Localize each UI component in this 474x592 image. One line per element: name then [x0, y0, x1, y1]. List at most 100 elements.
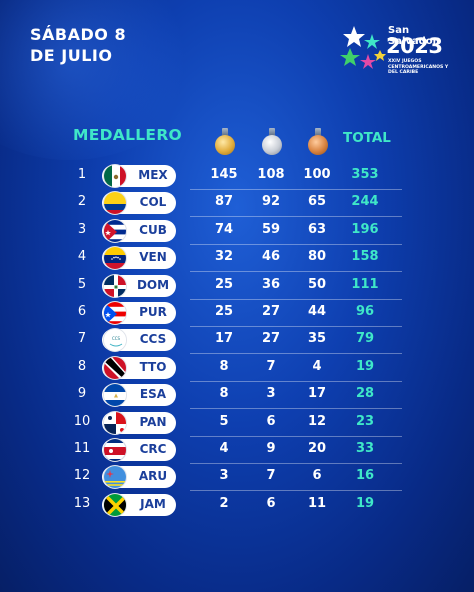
silver-count: 36 — [261, 276, 281, 292]
table-row: 1 MEX 145 108 100 353 — [0, 164, 474, 192]
rank-number: 1 — [77, 167, 87, 182]
country-code: CRC — [139, 442, 167, 456]
total-count: 111 — [351, 276, 379, 292]
country-code: PAN — [139, 414, 167, 429]
games-logo: San Salvador 2023 XXIV JUEGOS CENTROAMER… — [340, 24, 452, 80]
total-header: TOTAL — [343, 130, 391, 146]
gold-count: 4 — [219, 441, 229, 456]
logo-city: San Salvador — [388, 25, 438, 47]
country-code: TTO — [139, 359, 167, 374]
total-count: 353 — [351, 167, 379, 182]
country-code: JAM — [140, 496, 166, 511]
rank-number: 7 — [77, 331, 87, 347]
flag-cub-icon — [103, 218, 127, 243]
gold-count: 3 — [219, 468, 229, 484]
table-title: MEDALLERO — [73, 126, 183, 144]
total-count: 79 — [355, 331, 375, 347]
country-code: MEX — [138, 168, 168, 182]
total-count: 158 — [351, 249, 379, 265]
bronze-count: 4 — [312, 358, 322, 374]
bronze-count: 44 — [307, 304, 327, 319]
row-divider — [190, 353, 402, 355]
row-divider — [190, 463, 402, 464]
table-row: 11 CRC 4 9 20 33 — [0, 438, 474, 466]
silver-count: 6 — [266, 413, 276, 429]
table-row: 3 CUB 74 59 63 196 — [0, 218, 474, 247]
gold-count: 2 — [219, 495, 229, 511]
gold-count: 87 — [214, 194, 234, 210]
country-code: DOM — [136, 277, 170, 292]
rank-number: 2 — [77, 194, 87, 210]
total-count: 196 — [351, 221, 379, 237]
flag-crc-icon — [103, 438, 127, 462]
country-code: CCS — [139, 332, 167, 347]
stars-icon — [340, 26, 386, 69]
flag-pan-icon — [103, 410, 127, 435]
silver-count: 92 — [261, 194, 281, 210]
flag-ccs-icon: CCS — [103, 328, 127, 353]
logo-year: 2023 — [386, 34, 443, 58]
gold-count: 32 — [214, 249, 234, 265]
rank-number: 9 — [77, 386, 87, 402]
table-row: 7 CCS CCS 17 27 35 79 — [0, 328, 474, 356]
logo-subtitle: XXIV JUEGOS CENTROAMERICANOS Y DEL CARIB… — [388, 59, 449, 76]
gold-count: 145 — [210, 167, 238, 182]
rank-number: 4 — [77, 249, 87, 265]
table-row: 6 PUR 25 27 44 96 — [0, 301, 474, 329]
table-row: 2 COL 87 92 65 244 — [0, 191, 474, 219]
table-row: 5 DOM 25 36 50 111 — [0, 273, 474, 302]
rank-number: 6 — [77, 304, 87, 319]
silver-count: 7 — [266, 358, 276, 374]
bronze-medal-icon — [307, 128, 329, 158]
country-code: PUR — [139, 305, 167, 319]
bronze-count: 65 — [307, 194, 327, 210]
silver-count: 27 — [261, 331, 281, 347]
bronze-count: 35 — [307, 331, 327, 347]
total-count: 16 — [355, 468, 375, 484]
flag-esa-icon — [103, 383, 127, 408]
silver-count: 27 — [261, 304, 281, 319]
gold-count: 8 — [219, 358, 229, 374]
silver-count: 108 — [257, 167, 285, 182]
bronze-count: 12 — [307, 413, 327, 429]
country-code: ESA — [139, 387, 167, 402]
gold-count: 17 — [214, 331, 234, 347]
bronze-count: 100 — [303, 167, 331, 182]
total-count: 28 — [355, 386, 375, 402]
table-row: 10 PAN 5 6 12 23 — [0, 410, 474, 439]
rank-number: 5 — [77, 276, 87, 292]
bronze-count: 80 — [307, 249, 327, 265]
rank-number: 13 — [73, 495, 91, 511]
rank-number: 10 — [73, 413, 91, 429]
flag-jam-icon — [103, 492, 127, 517]
country-code: ARU — [138, 469, 168, 484]
country-code: COL — [139, 195, 167, 210]
total-count: 19 — [355, 358, 375, 374]
bronze-count: 50 — [307, 276, 327, 292]
bronze-count: 20 — [307, 441, 327, 456]
date-line-1: SÁBADO 8 — [30, 25, 127, 44]
row-divider — [190, 189, 402, 190]
flag-dom-icon — [103, 273, 127, 298]
silver-count: 46 — [261, 249, 281, 265]
country-code: CUB — [139, 222, 167, 237]
row-divider — [190, 271, 402, 273]
flag-pur-icon — [103, 301, 127, 325]
silver-count: 7 — [266, 468, 276, 484]
rank-number: 11 — [73, 441, 91, 456]
country-code: VEN — [139, 250, 167, 265]
total-count: 33 — [355, 441, 375, 456]
row-divider — [190, 380, 402, 382]
row-divider — [190, 298, 402, 300]
row-divider — [190, 435, 402, 437]
bronze-count: 17 — [307, 386, 327, 402]
table-row: 9 ESA 8 3 17 28 — [0, 383, 474, 411]
total-count: 19 — [355, 495, 375, 511]
date-line-2: DE JULIO — [30, 46, 113, 65]
flag-tto-icon — [103, 355, 127, 380]
table-row: 8 TTO 8 7 4 19 — [0, 355, 474, 384]
row-divider — [190, 326, 402, 327]
date-label: SÁBADO 8 DE JULIO — [30, 24, 126, 66]
gold-count: 74 — [214, 221, 234, 237]
